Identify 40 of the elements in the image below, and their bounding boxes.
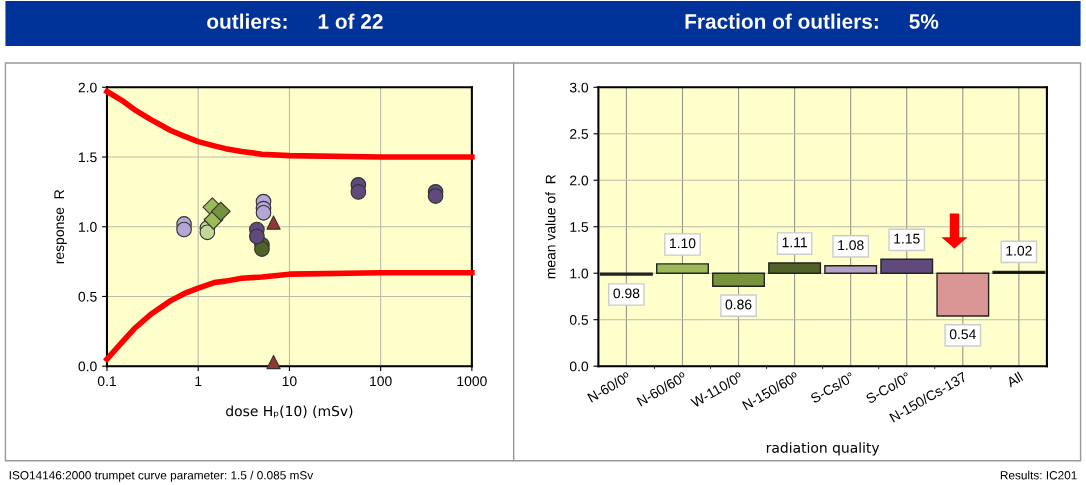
y-tick-label: 2.5 [570, 129, 589, 139]
y-axis-title: response R [54, 189, 67, 264]
data-label: 1.10 [670, 238, 696, 249]
x-tick-label: 10 [282, 376, 297, 387]
bar [880, 258, 934, 274]
data-label: 0.54 [949, 329, 976, 340]
data-label: 1.11 [782, 237, 807, 248]
bar [824, 265, 878, 274]
y-tick-label: 1.5 [570, 222, 589, 232]
y-tick-label: 0.5 [569, 315, 589, 325]
bar [712, 272, 766, 287]
x-tick-label: 100 [370, 376, 392, 387]
x-tick-label: 1000 [457, 376, 487, 387]
data-label: 0.86 [725, 299, 752, 310]
y-tick-label: 1.0 [79, 222, 97, 232]
y-tick-label: 0.5 [78, 291, 97, 302]
x-tick-label: 1 [195, 376, 202, 386]
x-axis-title: radiation quality [766, 442, 880, 456]
bar [936, 272, 990, 317]
y-tick-label: 1.5 [79, 152, 97, 163]
text: outliers: 1 of 22 [207, 13, 383, 29]
bar [655, 263, 709, 274]
y-tick-label: 1.0 [570, 268, 589, 279]
bar [768, 262, 822, 274]
text: ISO14146:2000 trumpet curve parameter: 1.5 / 0.085 mSv [9, 470, 314, 482]
text: Results: IC201 [1000, 470, 1077, 480]
data-label: 0.98 [613, 288, 640, 299]
y-tick-label: 2.0 [570, 175, 589, 186]
y-tick-label: 0.0 [78, 361, 97, 372]
x-tick-label: All [1005, 371, 1024, 388]
text: Fraction of outliers: 5% [685, 13, 939, 29]
y-tick-label: 2.0 [78, 82, 97, 93]
y-tick-label: 0.0 [569, 361, 589, 372]
y-axis-title: mean value of R [545, 174, 556, 279]
y-tick-label: 3.0 [569, 82, 589, 93]
x-axis-title: dose Hₚ(10) (mSv) [226, 405, 353, 418]
data-label: 1.15 [894, 233, 920, 244]
data-label: 1.08 [838, 240, 864, 251]
data-label: 1.02 [1006, 245, 1032, 256]
x-tick-label: 0.1 [97, 376, 116, 387]
